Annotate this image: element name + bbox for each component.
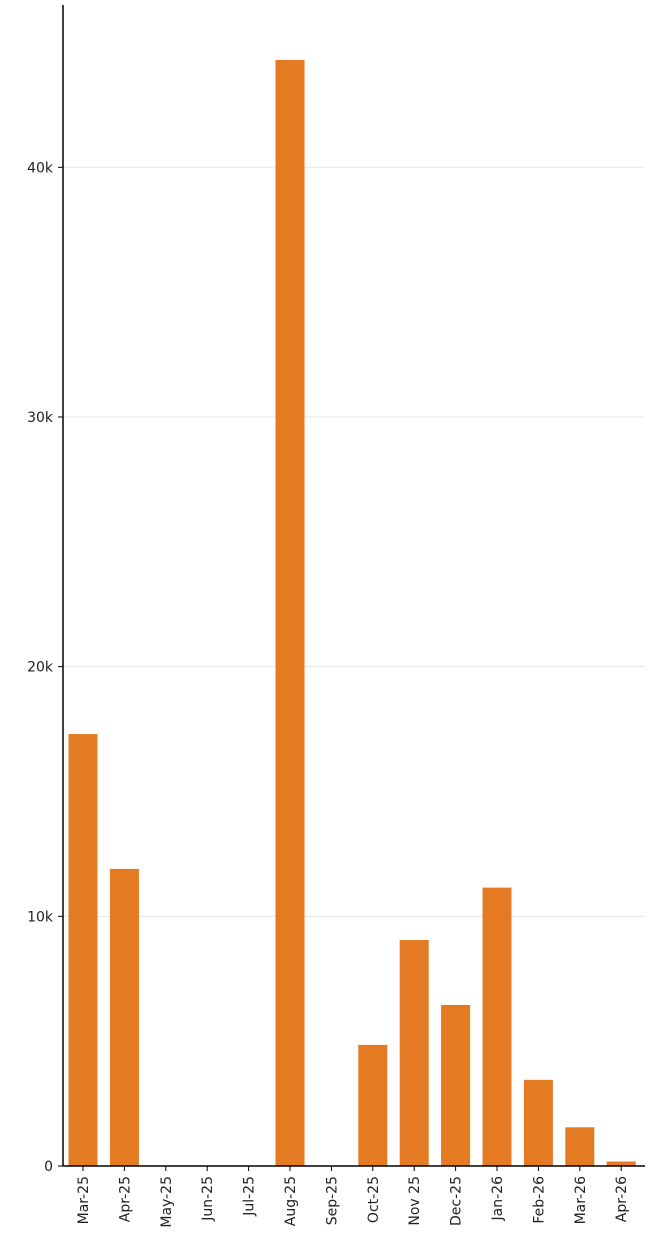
x-tick-label: Dec-25 [449,1176,465,1226]
bar: Oct-25: 4850 [358,1044,388,1166]
x-tick-label: Mar-25 [76,1176,92,1224]
x-tick-label: Sep-25 [324,1176,340,1225]
y-tick-label: 10k [27,909,54,925]
bars: Mar-25: 17300 Apr-25: 11900 Aug-25: 44300 O… [68,59,636,1166]
x-tick-label: Jan-26 [490,1176,506,1222]
x-tick-label: Mar-26 [573,1176,589,1224]
x-tick-label: Oct-25 [366,1176,382,1223]
gridlines [63,166,645,917]
x-tick-label: Jun-25 [200,1176,216,1222]
x-axis-ticks: Mar-25 Apr-25 May-25 Jun-25 Jul-25 Aug-25 Sep-… [76,1166,630,1228]
axes [62,5,645,1167]
bar: Dec-25: 6450 [441,1004,471,1166]
x-tick-label: Apr-26 [614,1176,630,1222]
y-axis-ticks: 0 10k 20k 30k 40k [27,160,63,1175]
bar: Mar-26: 1550 [565,1127,595,1166]
y-tick-label: 40k [27,160,54,176]
y-tick-label: 30k [27,410,54,426]
bar: Apr-26: 180 [606,1161,636,1166]
bar: Apr-25: 11900 [109,868,139,1166]
bar: Aug-25: 44300 [275,59,305,1166]
y-tick-label: 0 [44,1159,53,1175]
x-tick-label: Apr-25 [117,1176,133,1222]
x-tick-label: May-25 [159,1176,175,1228]
bar: Nov 25: 9050 [399,940,429,1166]
x-tick-label: Aug-25 [283,1176,299,1226]
x-tick-label: Jul-25 [242,1176,258,1217]
y-tick-label: 20k [27,660,54,676]
bar: Mar-25: 17300 [68,734,98,1166]
bar: Jan-26: 11150 [482,887,512,1166]
x-tick-label: Nov 25 [407,1176,423,1226]
x-tick-label: Feb-26 [531,1176,547,1224]
bar: Feb-26: 3450 [523,1079,553,1166]
